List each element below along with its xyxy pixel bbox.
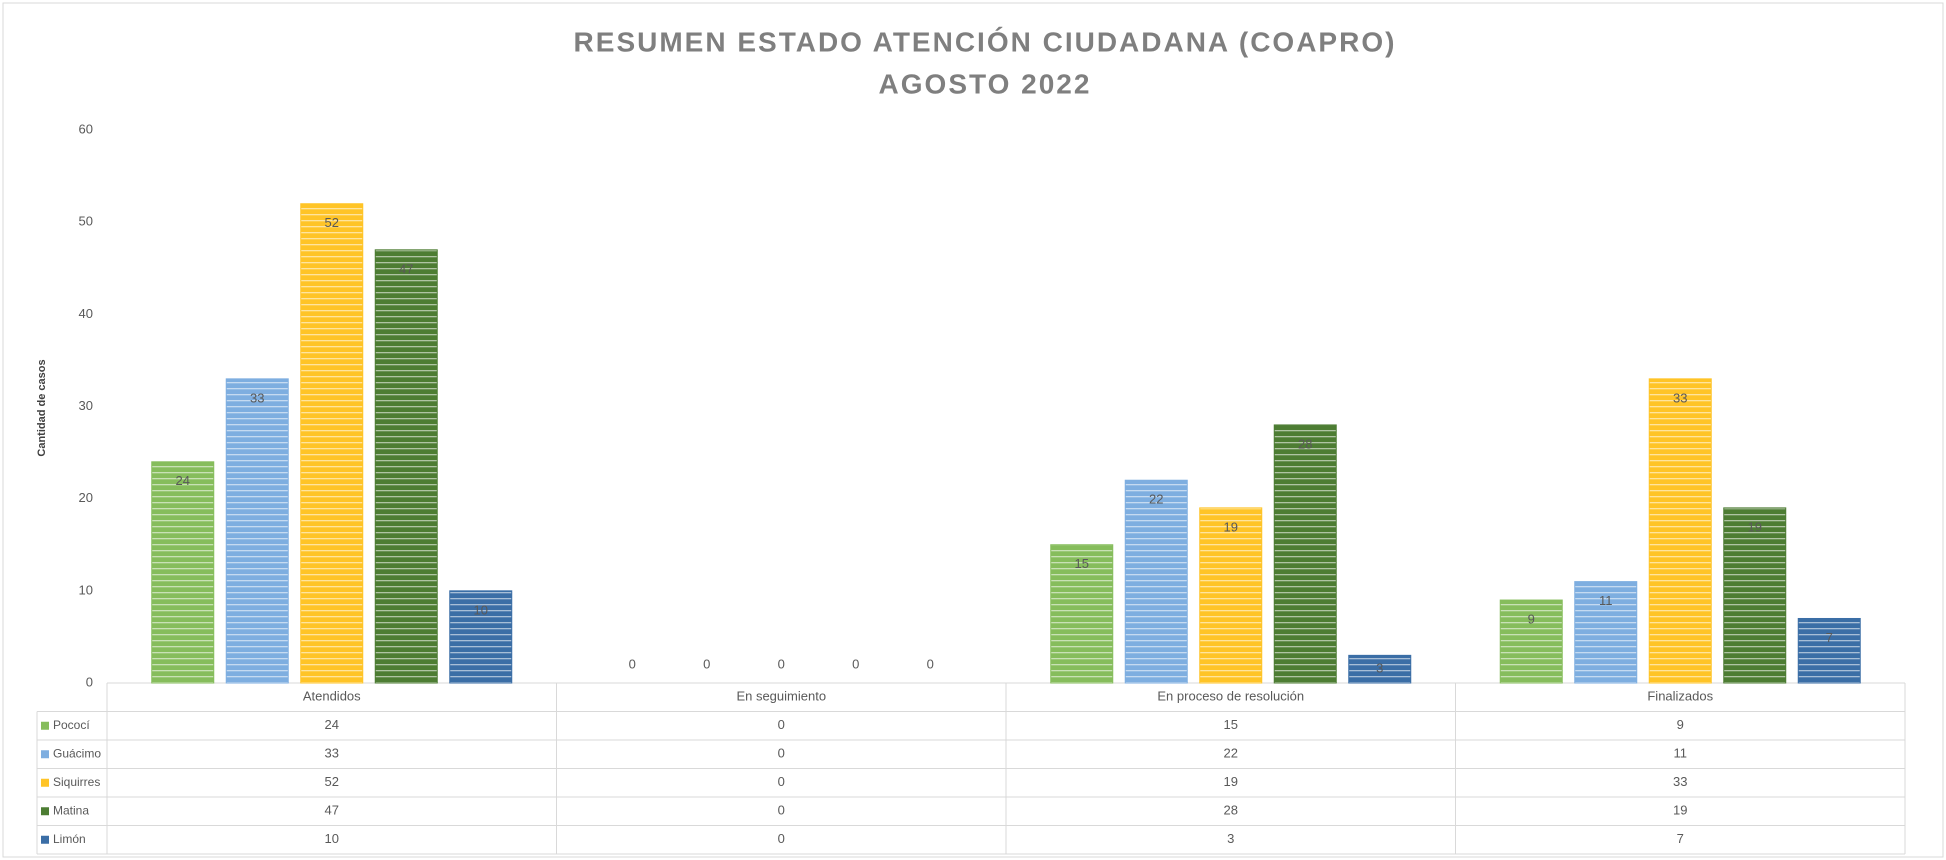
legend-label: Guácimo [53,746,101,760]
y-tick-label: 50 [79,214,93,229]
bar [1199,507,1263,684]
data-label: 0 [778,656,785,671]
table-cell: 28 [1224,803,1238,818]
y-tick-label: 10 [79,582,93,597]
bar [1723,507,1787,684]
y-tick-label: 30 [79,398,93,413]
bar [1273,424,1337,684]
data-label: 11 [1599,593,1613,608]
chart-subtitle: AGOSTO 2022 [879,68,1092,99]
data-label: 19 [1748,519,1762,534]
legend-swatch [41,750,49,759]
table-cell: 33 [325,746,339,761]
table-cell: 24 [325,717,339,732]
data-label: 10 [474,602,488,617]
legend-swatch [41,835,49,844]
y-tick-label: 60 [79,121,93,136]
bar [449,590,513,684]
y-tick-label: 0 [86,674,93,689]
data-label: 24 [176,473,190,488]
table-cell: 0 [778,717,785,732]
legend-label: Siquirres [53,775,100,789]
legend-label: Limón [53,832,86,846]
data-label: 19 [1224,519,1238,534]
data-label: 0 [703,656,710,671]
legend-label: Matina [53,803,89,817]
bar [1574,581,1638,684]
data-label: 0 [927,656,934,671]
legend-swatch [41,807,49,816]
legend-swatch [41,778,49,787]
table-header: Atendidos [303,689,361,704]
data-label: 3 [1376,661,1383,676]
table-cell: 52 [325,774,339,789]
table-cell: 0 [778,831,785,846]
bar [1348,654,1412,684]
data-label: 15 [1075,556,1089,571]
table-header: En proceso de resolución [1157,689,1304,704]
table-cell: 15 [1224,717,1238,732]
bar [225,378,289,684]
data-label: 7 [1826,630,1833,645]
table-cell: 9 [1677,717,1684,732]
bar [1050,544,1114,684]
table-cell: 11 [1674,746,1688,761]
bar [374,249,438,684]
data-label: 47 [399,261,413,276]
table-cell: 7 [1677,831,1684,846]
y-axis-label: Cantidad de casos [36,359,48,456]
data-label: 0 [852,656,859,671]
chart-title: RESUMEN ESTADO ATENCIÓN CIUDADANA (COAPR… [574,26,1397,57]
data-label: 33 [1673,390,1687,405]
table-header: Finalizados [1647,689,1713,704]
table-cell: 0 [778,746,785,761]
y-tick-label: 20 [79,490,93,505]
table-cell: 19 [1673,803,1687,818]
table-cell: 47 [325,803,339,818]
bar [151,461,215,684]
data-label: 9 [1528,611,1535,626]
data-label: 22 [1149,492,1163,507]
table-cell: 22 [1224,746,1238,761]
legend-label: Pococí [53,718,90,732]
data-label: 33 [250,390,264,405]
bar [1124,479,1188,684]
legend-swatch [41,721,49,730]
y-tick-label: 40 [79,306,93,321]
data-label: 52 [325,215,339,230]
table-cell: 0 [778,774,785,789]
bar [300,203,364,684]
table-header: En seguimiento [736,689,826,704]
table-cell: 19 [1224,774,1238,789]
bar [1648,378,1712,684]
bar [1797,617,1861,684]
bar [1499,599,1563,684]
table-cell: 3 [1227,831,1234,846]
table-cell: 10 [325,831,339,846]
table-cell: 33 [1673,774,1687,789]
data-label: 0 [629,656,636,671]
table-cell: 0 [778,803,785,818]
data-label: 28 [1298,436,1312,451]
